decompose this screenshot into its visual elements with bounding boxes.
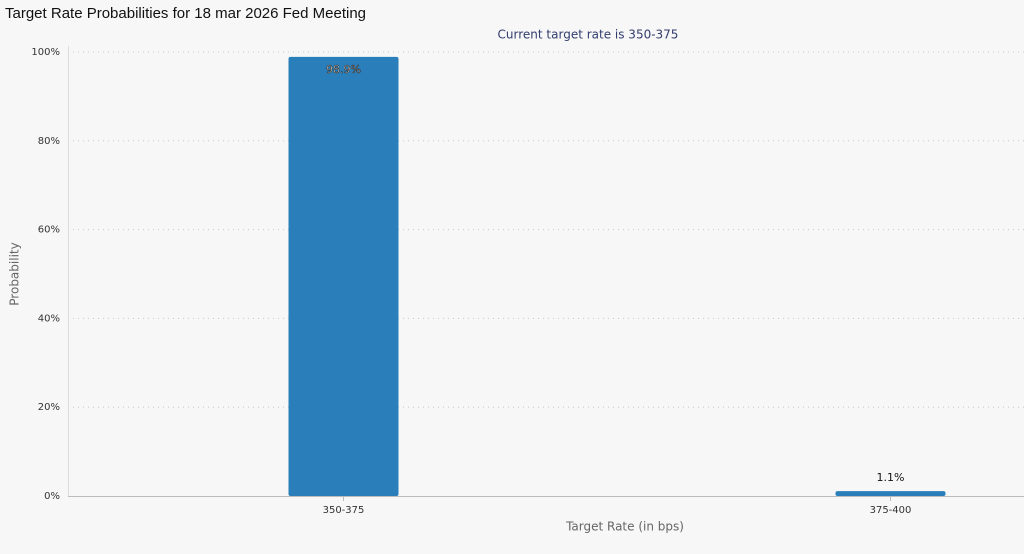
y-tick-label: 0% [44, 491, 60, 502]
chart-subtitle: Current target rate is 350-375 [498, 28, 679, 42]
y-tick-label: 60% [38, 225, 60, 236]
data-label: 98.9% [326, 63, 361, 76]
y-tick-label: 40% [38, 313, 60, 324]
y-tick-label: 80% [38, 136, 60, 147]
x-tick-label: 375-400 [870, 505, 912, 516]
y-tick-label: 100% [31, 47, 60, 58]
bar [288, 56, 399, 496]
data-label: 1.1% [877, 471, 905, 484]
bar [835, 491, 946, 496]
y-tick-label: 20% [38, 402, 60, 413]
chart-title: Target Rate Probabilities for 18 mar 202… [5, 5, 366, 22]
y-axis-title: Probability [8, 242, 22, 305]
x-axis-title: Target Rate (in bps) [565, 520, 684, 534]
x-tick-label: 350-375 [323, 505, 365, 516]
